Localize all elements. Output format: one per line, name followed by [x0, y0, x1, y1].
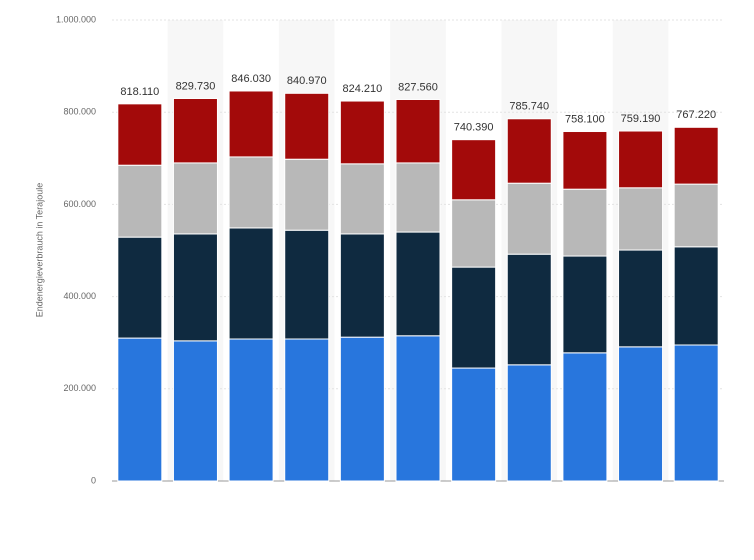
- bar-segment: [451, 266, 497, 369]
- bar-segment: [395, 98, 441, 164]
- total-label: 758.100: [565, 113, 605, 125]
- bar-segment: [284, 92, 330, 160]
- bar-segment: [228, 156, 274, 229]
- y-tick-label: 800.000: [63, 107, 96, 117]
- bar-segment: [451, 367, 497, 482]
- bar-segment: [395, 335, 441, 482]
- bar-segment: [618, 249, 664, 348]
- bar-segment: [562, 352, 608, 482]
- y-tick-label: 0: [91, 475, 96, 485]
- bar-segment: [172, 162, 218, 235]
- bar-segment: [506, 364, 552, 482]
- bar-segment: [395, 231, 441, 337]
- bar-segment: [451, 139, 497, 201]
- y-tick-label: 1.000.000: [56, 14, 96, 24]
- y-tick-label: 200.000: [63, 383, 96, 393]
- y-tick-label: 600.000: [63, 199, 96, 209]
- bar-segment: [172, 340, 218, 482]
- bar-segment: [117, 164, 163, 238]
- bar-segment: [172, 233, 218, 342]
- bar-segment: [618, 187, 664, 251]
- bar-segment: [673, 246, 719, 346]
- total-label: 829.730: [176, 80, 216, 92]
- total-label: 767.220: [676, 109, 716, 121]
- bar-segment: [228, 338, 274, 482]
- bar-segment: [562, 255, 608, 354]
- bar-segment: [339, 100, 385, 165]
- bar-segment: [117, 337, 163, 482]
- bar-segment: [284, 158, 330, 231]
- bar-segment: [618, 346, 664, 482]
- bar-segment: [339, 163, 385, 235]
- bar-segment: [562, 188, 608, 257]
- total-label: 818.110: [120, 86, 159, 98]
- bar-segment: [117, 236, 163, 339]
- y-tick-label: 400.000: [63, 291, 96, 301]
- bar-segment: [673, 183, 719, 248]
- total-label: 840.970: [287, 75, 327, 87]
- bar-segment: [339, 336, 385, 482]
- bar-segment: [506, 118, 552, 184]
- bar-segment: [339, 233, 385, 338]
- total-label: 740.390: [454, 122, 494, 134]
- total-label: 827.560: [398, 81, 438, 93]
- total-label: 824.210: [342, 83, 382, 95]
- y-axis-label: Endenergieverbrauch in Terajoule: [34, 183, 44, 317]
- bar-segment: [451, 199, 497, 268]
- bar-segment: [228, 227, 274, 340]
- bar-segment: [673, 126, 719, 185]
- bar-segment: [117, 103, 163, 166]
- bar-segment: [618, 130, 664, 189]
- bar-segment: [562, 131, 608, 190]
- bar-segment: [284, 338, 330, 482]
- bar-segment: [228, 90, 274, 158]
- total-label: 846.030: [231, 73, 271, 85]
- bar-segment: [395, 162, 441, 233]
- bar-segment: [506, 182, 552, 255]
- bar-segment: [506, 253, 552, 366]
- bar-segment: [172, 97, 218, 164]
- bar-segment: [673, 344, 719, 482]
- bar-segment: [284, 229, 330, 340]
- total-label: 785.740: [509, 101, 549, 113]
- total-label: 759.190: [621, 113, 661, 125]
